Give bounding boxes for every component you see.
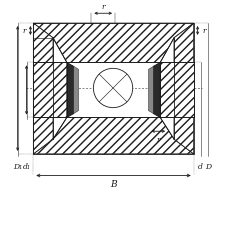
Polygon shape (160, 63, 193, 118)
Text: d₁: d₁ (22, 162, 30, 170)
Text: B: B (109, 180, 116, 189)
Bar (33, 24, 193, 154)
Polygon shape (73, 67, 78, 114)
Text: d: d (197, 162, 202, 170)
Polygon shape (67, 63, 73, 118)
Polygon shape (33, 118, 193, 154)
Circle shape (93, 69, 132, 108)
Polygon shape (33, 24, 53, 154)
Text: r: r (23, 27, 26, 35)
Text: r: r (101, 3, 105, 11)
Polygon shape (148, 67, 153, 114)
Polygon shape (33, 63, 67, 118)
Text: r: r (156, 136, 159, 144)
Polygon shape (153, 63, 160, 118)
Text: D: D (204, 162, 210, 170)
Text: r: r (202, 27, 205, 35)
Polygon shape (173, 24, 193, 154)
Text: D₁: D₁ (13, 162, 22, 170)
Polygon shape (33, 24, 193, 63)
